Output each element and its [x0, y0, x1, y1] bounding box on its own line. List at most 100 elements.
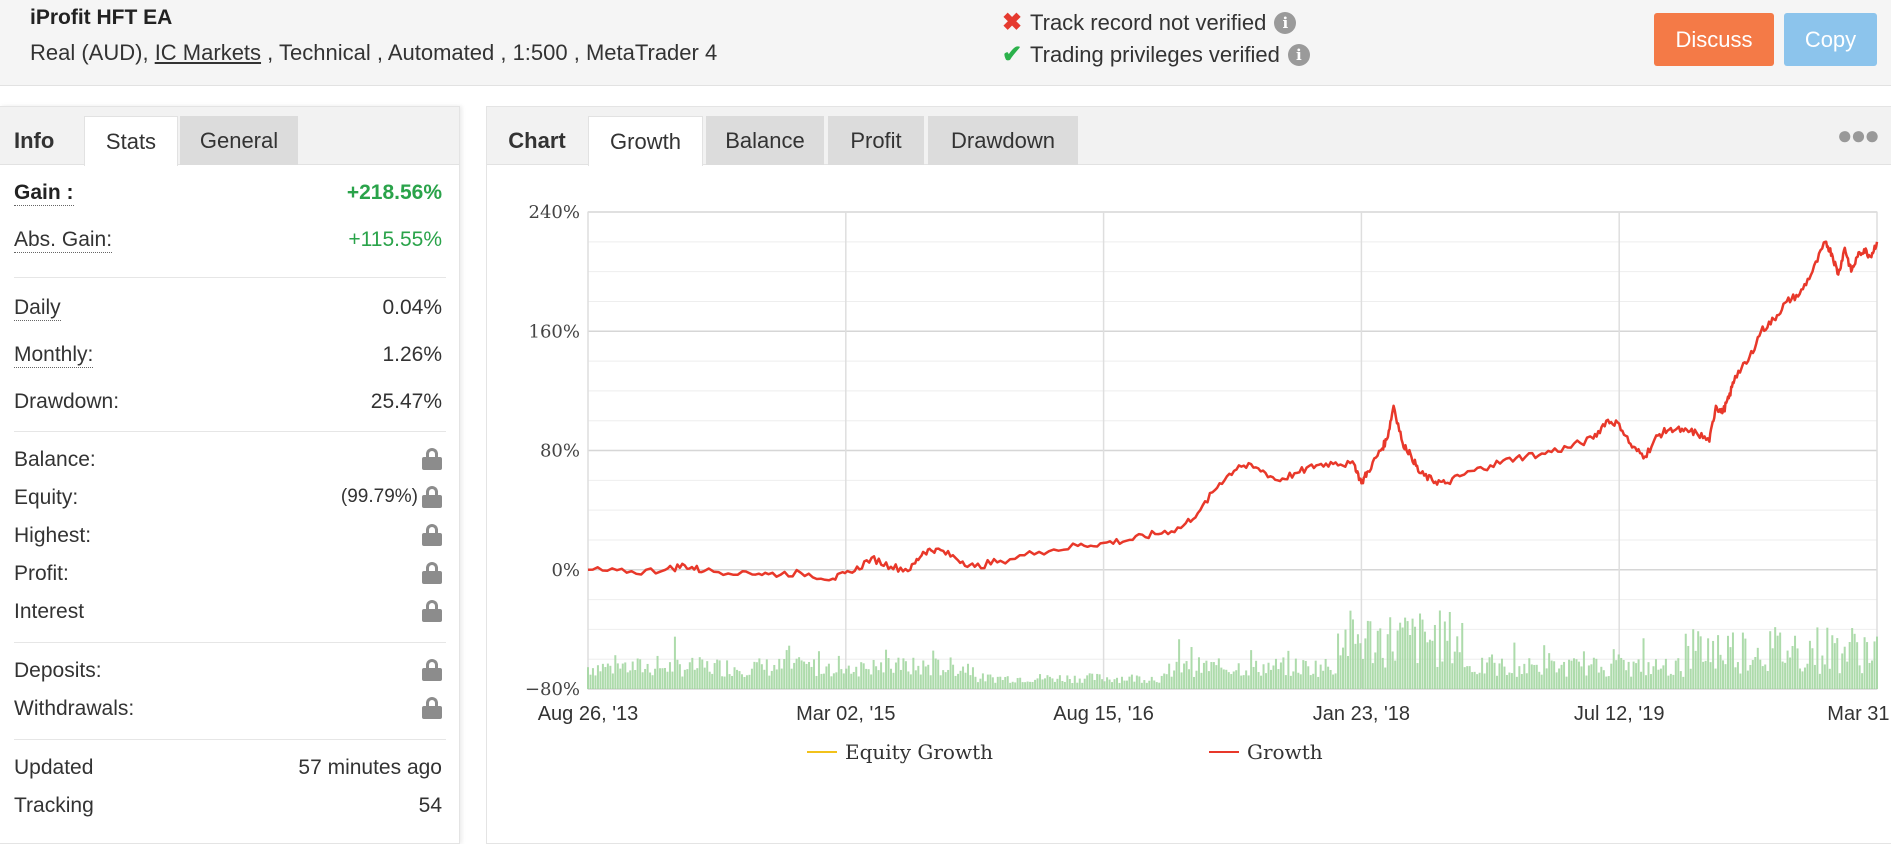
x-axis: Aug 26, '13 Mar 02, '15 Aug 15, '16 Jan 23,… [538, 703, 1891, 725]
volume-bar [755, 662, 758, 689]
volume-bar [1702, 661, 1705, 689]
volume-bar [688, 662, 691, 689]
tab-balance[interactable]: Balance [706, 116, 824, 165]
equity-percent: (99.79%) [340, 486, 418, 507]
volume-bar [1714, 668, 1717, 689]
tab-info[interactable]: Info [14, 128, 55, 153]
volume-bar [1406, 621, 1409, 689]
tab-drawdown[interactable]: Drawdown [928, 116, 1078, 165]
volume-bar [1640, 671, 1643, 689]
volume-bar [939, 675, 942, 689]
volume-bar [1339, 655, 1342, 689]
volume-bar [624, 662, 627, 689]
tab-stats[interactable]: Stats [84, 116, 178, 166]
volume-bar [728, 674, 731, 689]
volume-bar [634, 669, 637, 689]
volume-bar [760, 664, 763, 689]
copy-button[interactable]: Copy [1784, 13, 1877, 66]
info-icon[interactable]: i [1274, 11, 1297, 34]
volume-bar [1746, 670, 1749, 689]
growth-chart[interactable]: 240% 160% 80% 0% −80% Aug 26, '13 Mar 02, '15… [487, 107, 1891, 844]
volume-bar [1796, 648, 1799, 689]
abs-gain-label[interactable]: Abs. Gain: [14, 228, 113, 253]
volume-bar [1580, 666, 1583, 689]
volume-bar [750, 668, 753, 689]
tab-general[interactable]: General [180, 116, 298, 165]
volume-bar [1617, 654, 1620, 689]
divider [14, 642, 446, 643]
volume-bar [1024, 682, 1027, 689]
volume-bar [1791, 646, 1794, 689]
x-tick-label: Jan 23, '18 [1313, 703, 1410, 725]
volume-bar [629, 670, 632, 689]
volume-bar [666, 671, 669, 689]
volume-bar [1193, 676, 1196, 689]
volume-bar [661, 668, 664, 689]
volume-bar [1116, 677, 1119, 689]
volume-bar [1863, 637, 1866, 689]
volume-bar [1572, 658, 1575, 689]
volume-bar [614, 655, 617, 689]
volume-bar [1647, 662, 1650, 689]
volume-bar [1510, 673, 1513, 689]
volume-bar [775, 669, 778, 689]
volume-bar [1687, 645, 1690, 689]
volume-bar [1523, 663, 1526, 689]
tab-profit[interactable]: Profit [828, 116, 924, 165]
volume-bar [1046, 675, 1049, 689]
info-icon[interactable]: i [1287, 43, 1310, 66]
y-tick-label: −80% [525, 679, 580, 700]
equity-value: (99.79%) [341, 486, 442, 508]
volume-bar [966, 663, 969, 689]
volume-bar [1257, 672, 1260, 689]
volume-bar [616, 663, 619, 689]
volume-bar [1329, 669, 1332, 689]
volume-bar [971, 667, 974, 689]
volume-bar [1034, 679, 1037, 689]
volume-bar [1555, 672, 1558, 689]
volume-bar [1294, 658, 1297, 689]
volume-bar [1118, 682, 1121, 689]
highest-row: Highest: [14, 520, 442, 556]
volume-bar [892, 672, 895, 689]
daily-label[interactable]: Daily [14, 296, 61, 321]
chart-legend[interactable]: Equity Growth Growth [807, 740, 1323, 764]
x-tick-label: Aug 15, '16 [1053, 703, 1154, 725]
volume-bar [1307, 666, 1310, 689]
more-options-icon[interactable]: ●●● [1836, 120, 1880, 150]
volume-bar [1019, 677, 1022, 689]
volume-bar [1063, 681, 1066, 689]
volume-bar [1101, 679, 1104, 689]
volume-bar [1828, 668, 1831, 689]
deposits-row: Deposits: [14, 655, 442, 691]
y-tick-label: 160% [529, 321, 580, 342]
volume-bar [1165, 674, 1168, 689]
volume-bar [1553, 661, 1556, 689]
volume-bar [1431, 640, 1434, 689]
volume-bar [1262, 664, 1265, 689]
monthly-label[interactable]: Monthly: [14, 343, 94, 368]
volume-bar [984, 681, 987, 689]
volume-bar [1771, 648, 1774, 689]
volume-bar [1292, 671, 1295, 689]
balance-label: Balance: [14, 448, 96, 471]
volume-bar [1741, 632, 1744, 689]
volume-bar [1106, 677, 1109, 689]
broker-link[interactable]: IC Markets [154, 40, 262, 65]
gain-label[interactable]: Gain : [14, 181, 74, 206]
divider [14, 277, 446, 278]
volume-bar [1314, 660, 1317, 689]
drawdown-row: Drawdown: 25.47% [14, 386, 442, 422]
volume-bar [872, 659, 875, 689]
volume-bar [1247, 675, 1250, 689]
abs-gain-row: Abs. Gain: +115.55% [14, 224, 442, 260]
tab-growth[interactable]: Growth [588, 116, 703, 166]
volume-bar [1222, 669, 1225, 689]
volume-bar [1637, 659, 1640, 689]
tracking-label: Tracking [14, 794, 94, 817]
volume-bar [962, 666, 965, 689]
volume-bar [922, 660, 925, 689]
discuss-button[interactable]: Discuss [1654, 13, 1774, 66]
growth-line [587, 240, 1879, 582]
volume-bar [1317, 676, 1320, 689]
